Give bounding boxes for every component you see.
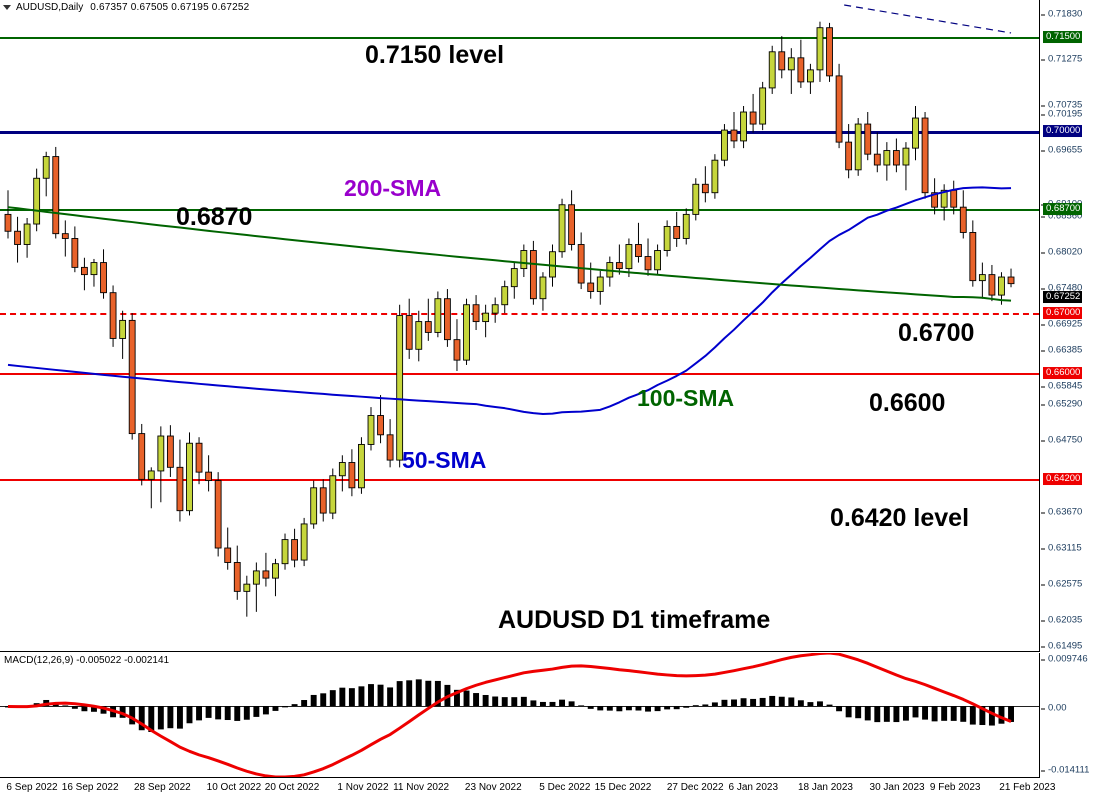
- date-tick: 11 Nov 2022: [393, 782, 450, 793]
- date-tick: 16 Sep 2022: [61, 782, 119, 793]
- macd-tick: -0.014111: [1041, 765, 1089, 776]
- date-tick: 18 Jan 2023: [797, 782, 853, 793]
- price-tick: 0.65845: [1041, 381, 1082, 392]
- date-tick: 10 Oct 2022: [206, 782, 262, 793]
- price-tick: 0.70195: [1041, 109, 1082, 120]
- sma-line-50: [7, 186, 1012, 415]
- annotation-200-sma: 200-SMA: [344, 175, 442, 201]
- level-line-0-71500[interactable]: [0, 37, 1039, 39]
- date-tick: 9 Feb 2023: [929, 782, 981, 793]
- macd-series-overlay: [0, 653, 1039, 777]
- sma-line-100: [7, 206, 1012, 302]
- date-tick: 21 Feb 2023: [999, 782, 1056, 793]
- symbol-timeframe-label: AUDUSD,Daily: [16, 2, 84, 13]
- price-tick: 0.69655: [1041, 145, 1082, 156]
- macd-label: MACD(12,26,9) -0.005022 -0.002141: [4, 655, 170, 666]
- level-line-0-64200[interactable]: [0, 479, 1039, 481]
- price-tick: 0.66925: [1041, 319, 1082, 330]
- price-badge-0-67000[interactable]: 0.67000: [1043, 307, 1083, 319]
- annotation-0-6700: 0.6700: [898, 319, 975, 347]
- price-tick: 0.63670: [1041, 507, 1082, 518]
- date-tick: 28 Sep 2022: [133, 782, 191, 793]
- date-tick: 6 Sep 2022: [6, 782, 58, 793]
- price-badge-0-64200[interactable]: 0.64200: [1043, 473, 1083, 485]
- date-tick: 6 Jan 2023: [728, 782, 779, 793]
- annotation-audusd-d1-timeframe: AUDUSD D1 timeframe: [498, 606, 771, 634]
- date-tick: 15 Dec 2022: [594, 782, 652, 793]
- annotation-100-sma: 100-SMA: [637, 385, 735, 411]
- level-line-0-66000[interactable]: [0, 373, 1039, 375]
- macd-tick: 0.009746: [1041, 654, 1088, 665]
- price-badge-0-67252[interactable]: 0.67252: [1043, 291, 1083, 303]
- date-tick: 5 Dec 2022: [539, 782, 591, 793]
- macd-histogram: [5, 679, 1014, 732]
- price-badge-0-70000[interactable]: 0.70000: [1043, 125, 1083, 137]
- quote-bar: AUDUSD,Daily 0.67357 0.67505 0.67195 0.6…: [0, 0, 1040, 15]
- price-chart-pane[interactable]: 0.7150 level 200-SMA 0.6870 0.6700 100-SMA 0.…: [0, 0, 1040, 652]
- price-tick: 0.62575: [1041, 579, 1082, 590]
- price-tick: 0.64750: [1041, 435, 1082, 446]
- macd-pane[interactable]: MACD(12,26,9) -0.005022 -0.002141: [0, 653, 1040, 778]
- caret-down-icon[interactable]: [3, 5, 11, 10]
- annotation-50-sma: 50-SMA: [402, 447, 487, 473]
- level-line-0-68700[interactable]: [0, 209, 1039, 211]
- macd-signal-line: [7, 653, 1012, 777]
- price-tick: 0.68020: [1041, 247, 1082, 258]
- price-badge-0-68700[interactable]: 0.68700: [1043, 203, 1083, 215]
- macd-tick: 0.00: [1041, 703, 1067, 714]
- date-tick: 20 Oct 2022: [264, 782, 320, 793]
- price-tick: 0.70735: [1041, 100, 1082, 111]
- price-tick: 0.62035: [1041, 615, 1082, 626]
- price-badge-0-66000[interactable]: 0.66000: [1043, 367, 1083, 379]
- annotation-0-7150-level: 0.7150 level: [365, 41, 505, 69]
- price-tick: 0.63115: [1041, 543, 1082, 554]
- level-line-0-70000[interactable]: [0, 131, 1039, 134]
- annotation-0-6870: 0.6870: [176, 203, 253, 231]
- price-tick: 0.67480: [1041, 283, 1082, 294]
- price-tick: 0.61495: [1041, 641, 1082, 652]
- annotation-0-6600: 0.6600: [869, 389, 946, 417]
- date-tick: 23 Nov 2022: [464, 782, 522, 793]
- ohlc-values: 0.67357 0.67505 0.67195 0.67252: [90, 2, 250, 13]
- macd-axis[interactable]: 0.009746 0.00 -0.014111: [1041, 653, 1100, 778]
- annotation-0-6420-level: 0.6420 level: [830, 504, 970, 532]
- date-tick: 30 Jan 2023: [869, 782, 925, 793]
- level-line-0-67000[interactable]: [0, 313, 1039, 315]
- price-axis[interactable]: 0.718300.712750.707350.701950.696550.691…: [1041, 0, 1100, 652]
- date-axis[interactable]: 6 Sep 2022 16 Sep 2022 28 Sep 2022 10 Oct 2…: [0, 779, 1055, 800]
- price-tick: 0.66385: [1041, 345, 1082, 356]
- date-tick: 1 Nov 2022: [337, 782, 389, 793]
- price-badge-0-71500[interactable]: 0.71500: [1043, 31, 1083, 43]
- price-series-overlay: [4, 4, 1015, 617]
- price-tick: 0.68560: [1041, 211, 1082, 222]
- price-tick: 0.71275: [1041, 54, 1082, 65]
- date-tick: 27 Dec 2022: [666, 782, 724, 793]
- price-tick: 0.71830: [1041, 9, 1082, 20]
- price-tick: 0.65290: [1041, 399, 1082, 410]
